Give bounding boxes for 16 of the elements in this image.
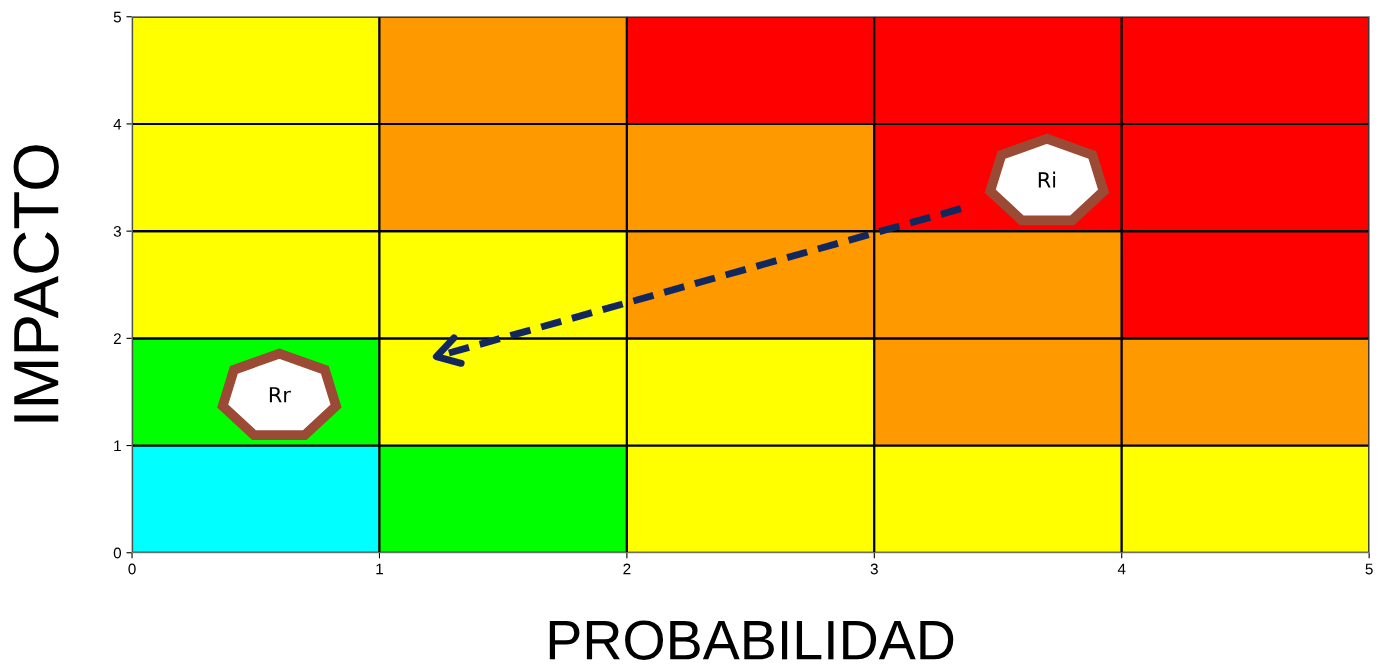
x-tick-label: 3	[870, 563, 878, 575]
y-tick-label: 2	[113, 333, 121, 344]
annotation: Rr	[269, 387, 291, 403]
annotation: Ri	[1038, 171, 1056, 188]
y-tick-label: 0	[113, 547, 122, 559]
y-tick-label: 1	[114, 440, 121, 452]
x-tick-label: 1	[376, 563, 383, 575]
x-tick-label: 0	[128, 563, 136, 575]
x-axis-title: PROBABILIDAD	[549, 620, 954, 660]
y-tick-label: 4	[113, 118, 122, 130]
y-tick-label: 3	[113, 226, 121, 237]
x-tick-label: 2	[623, 563, 631, 575]
x-tick-label: 5	[1365, 563, 1373, 575]
y-tick-label: 5	[113, 11, 121, 23]
y-axis-title: IMPACTO	[13, 145, 59, 422]
x-tick-label: 4	[1117, 563, 1126, 575]
